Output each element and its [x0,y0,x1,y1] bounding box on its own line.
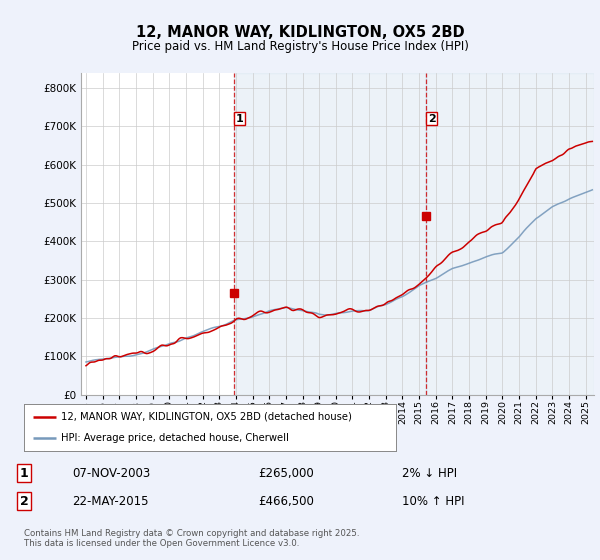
Text: 10% ↑ HPI: 10% ↑ HPI [402,494,464,508]
Text: £466,500: £466,500 [258,494,314,508]
Text: 12, MANOR WAY, KIDLINGTON, OX5 2BD (detached house): 12, MANOR WAY, KIDLINGTON, OX5 2BD (deta… [61,412,352,422]
Bar [425,73,594,395]
Text: HPI: Average price, detached house, Cherwell: HPI: Average price, detached house, Cher… [61,433,289,444]
Text: 2: 2 [20,494,28,508]
Text: 12, MANOR WAY, KIDLINGTON, OX5 2BD: 12, MANOR WAY, KIDLINGTON, OX5 2BD [136,25,464,40]
Text: 2: 2 [428,114,436,124]
Text: 1: 1 [236,114,244,124]
Text: 22-MAY-2015: 22-MAY-2015 [72,494,149,508]
Text: Contains HM Land Registry data © Crown copyright and database right 2025.
This d: Contains HM Land Registry data © Crown c… [24,529,359,548]
Text: £265,000: £265,000 [258,466,314,480]
Text: 07-NOV-2003: 07-NOV-2003 [72,466,150,480]
Text: Price paid vs. HM Land Registry's House Price Index (HPI): Price paid vs. HM Land Registry's House … [131,40,469,53]
Bar [233,73,425,395]
Text: 2% ↓ HPI: 2% ↓ HPI [402,466,457,480]
Text: 1: 1 [20,466,28,480]
